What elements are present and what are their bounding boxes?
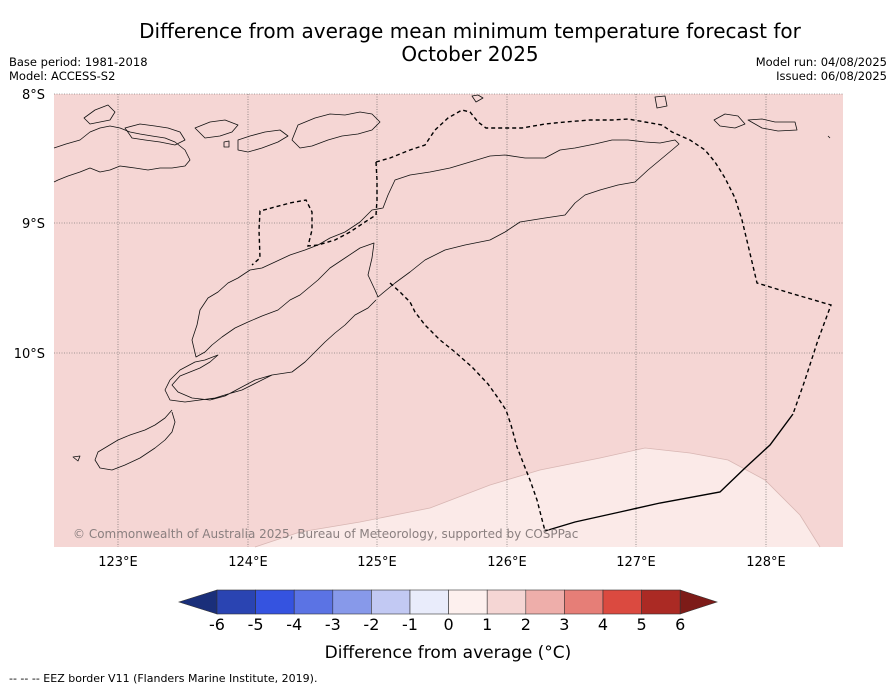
colorbar-label: Difference from average (°C) bbox=[325, 643, 572, 663]
eez-boundary-solid bbox=[544, 413, 794, 532]
colorbar-tick-5: -1 bbox=[402, 615, 418, 634]
colorbar-segment-11 bbox=[602, 589, 642, 615]
wetar-east-island-1 bbox=[654, 95, 668, 109]
wetar-east-island-3 bbox=[747, 118, 798, 132]
map-panel: © Commonwealth of Australia 2025, Bureau… bbox=[53, 93, 843, 548]
coastlines bbox=[53, 94, 831, 471]
wetar-east-island-4 bbox=[827, 135, 831, 139]
island-cluster-3 bbox=[194, 119, 239, 139]
colorbar-tick-9: 3 bbox=[559, 615, 569, 634]
colorbar-tick-10: 4 bbox=[598, 615, 608, 634]
colorbar-extend-high bbox=[679, 589, 718, 615]
colorbar-segment-1 bbox=[216, 589, 256, 615]
colorbar-tick-4: -2 bbox=[363, 615, 379, 634]
lat-label-1: 9°S bbox=[22, 217, 45, 232]
model-run: Model run: 04/08/2025 bbox=[755, 55, 887, 69]
sawu-island-coastline bbox=[72, 455, 81, 462]
colorbar-segment-10 bbox=[564, 589, 604, 615]
island-cluster-5 bbox=[291, 111, 381, 149]
colorbar: -6 -5 -4 -3 -2 -1 0 1 2 3 4 5 6 bbox=[178, 589, 718, 634]
colorbar-extend-low bbox=[178, 589, 218, 615]
lat-label-2: 10°S bbox=[14, 347, 45, 362]
colorbar-tick-11: 5 bbox=[637, 615, 647, 634]
copyright-credit: © Commonwealth of Australia 2025, Bureau… bbox=[73, 527, 578, 541]
longitude-labels: 123°E 124°E 125°E 126°E 127°E 128°E bbox=[98, 555, 786, 570]
colorbar-tick-8: 2 bbox=[521, 615, 531, 634]
lon-label-3: 126°E bbox=[487, 555, 527, 570]
colorbar-segment-4 bbox=[332, 589, 372, 615]
island-cluster-2 bbox=[124, 123, 186, 146]
colorbar-segment-3 bbox=[293, 589, 334, 615]
atauro-coastline bbox=[471, 94, 484, 103]
colorbar-tick-12: 6 bbox=[675, 615, 685, 634]
colorbar-segment-5 bbox=[371, 589, 411, 615]
island-cluster-6 bbox=[223, 140, 230, 148]
island-cluster-4 bbox=[237, 129, 289, 153]
issued-date: Issued: 06/08/2025 bbox=[776, 68, 887, 83]
lat-label-0: 8°S bbox=[22, 88, 45, 103]
anomaly-fill-lower bbox=[255, 448, 820, 547]
flores-alor-coastline bbox=[53, 125, 191, 183]
colorbar-segment-2 bbox=[255, 589, 295, 615]
meta-left: Base period: 1981-2018 Model: ACCESS-S2 bbox=[9, 55, 148, 83]
timor-coastline bbox=[191, 139, 680, 358]
lon-label-2: 125°E bbox=[357, 555, 397, 570]
base-period: Base period: 1981-2018 bbox=[9, 55, 148, 69]
colorbar-segment-6 bbox=[409, 589, 449, 615]
colorbar-segment-9 bbox=[525, 589, 565, 615]
colorbar-tick-1: -5 bbox=[248, 615, 264, 634]
west-timor-coastline bbox=[164, 299, 377, 403]
latitude-labels: 8°S 9°S 10°S bbox=[14, 88, 45, 362]
colorbar-tick-0: -6 bbox=[209, 615, 225, 634]
colorbar-tick-2: -4 bbox=[286, 615, 302, 634]
eez-border bbox=[251, 109, 832, 532]
title-line-2: October 2025 bbox=[401, 42, 539, 66]
lon-label-5: 128°E bbox=[746, 555, 786, 570]
eez-timor-west bbox=[251, 161, 378, 266]
wetar-east-island-2 bbox=[713, 113, 746, 129]
eez-solid-segment bbox=[544, 413, 794, 532]
title-line-1: Difference from average mean minimum tem… bbox=[139, 19, 801, 43]
colorbar-segment-7 bbox=[448, 589, 488, 615]
eez-timor-south bbox=[389, 282, 546, 532]
gridlines bbox=[54, 93, 843, 547]
colorbar-segment-12 bbox=[641, 589, 681, 615]
map-title: Difference from average mean minimum tem… bbox=[100, 20, 840, 66]
colorbar-tick-3: -3 bbox=[325, 615, 341, 634]
lon-label-0: 123°E bbox=[98, 555, 138, 570]
eez-timor-north bbox=[375, 109, 832, 415]
colorbar-segment-8 bbox=[486, 589, 527, 615]
colorbar-tick-7: 1 bbox=[482, 615, 492, 634]
rote-island-coastline bbox=[94, 409, 176, 471]
eez-footnote: -- -- -- EEZ border V11 (Flanders Marine… bbox=[9, 672, 318, 685]
meta-right: Model run: 04/08/2025 Issued: 06/08/2025 bbox=[755, 55, 887, 83]
colorbar-tick-6: 0 bbox=[444, 615, 454, 634]
island-cluster-1 bbox=[83, 104, 116, 125]
lon-label-1: 124°E bbox=[228, 555, 268, 570]
contour-line bbox=[254, 447, 821, 548]
lon-label-4: 127°E bbox=[616, 555, 656, 570]
model-name: Model: ACCESS-S2 bbox=[9, 68, 116, 83]
